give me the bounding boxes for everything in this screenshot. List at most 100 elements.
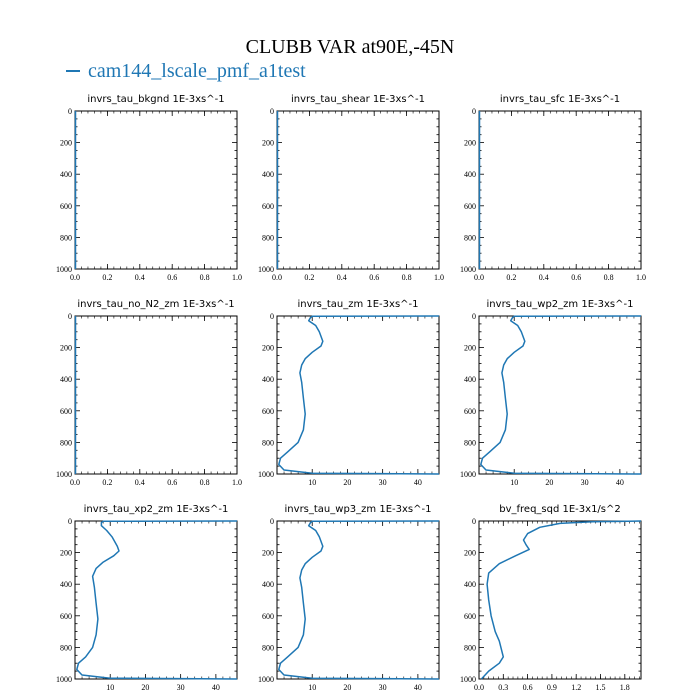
panel-9: bv_freq_sqd 1E-3x1/s^2020040060080010000… — [460, 504, 642, 692]
y-tick-label: 0 — [472, 517, 476, 526]
x-tick-label: 0.8 — [200, 273, 210, 282]
y-tick-label: 600 — [262, 407, 274, 416]
panel-2: invrs_tau_shear 1E-3xs^-1 0 200 400 600 800 10… — [258, 94, 444, 282]
y-tick-label: 0 — [472, 107, 476, 116]
x-tick-label: 0.0 — [474, 273, 484, 282]
y-tick-label: 400 — [60, 375, 72, 384]
series-line — [278, 315, 440, 475]
panel-8: invrs_tau_wp3_zm 1E-3xs^-1 0 200 400 600 800 1… — [258, 504, 440, 692]
y-tick-label: 600 — [464, 612, 476, 621]
y-tick-label: 0 — [472, 312, 476, 321]
y-tick-label: 400 — [262, 170, 274, 179]
y-tick-label: 800 — [60, 438, 72, 447]
y-tick-label: 1000 — [56, 470, 72, 479]
panel-1: invrs_tau_bkgnd 1E-3xs^-1 0 200 400 600 800 10… — [56, 94, 242, 282]
y-tick-label: 800 — [262, 643, 274, 652]
x-tick-label: 30 — [177, 683, 185, 692]
plot-frame — [276, 110, 440, 270]
y-tick-label: 0 — [68, 312, 72, 321]
y-tick-label: 200 — [60, 549, 72, 558]
x-tick-label: 30 — [581, 478, 589, 487]
x-tick-label: 20 — [545, 478, 553, 487]
panel-title: invrs_tau_xp2_zm 1E-3xs^-1 — [84, 504, 229, 515]
y-tick-label: 600 — [464, 407, 476, 416]
x-tick-label: 20 — [141, 683, 149, 692]
panel-title: invrs_tau_zm 1E-3xs^-1 — [297, 299, 418, 310]
x-tick-label: 0.4 — [135, 273, 145, 282]
panel-4: invrs_tau_no_N2_zm 1E-3xs^-1 0 200 400 600 80… — [56, 299, 242, 487]
y-tick-label: 200 — [60, 139, 72, 148]
x-tick-label: 0.6 — [369, 273, 379, 282]
x-tick-label: 30 — [379, 683, 387, 692]
x-tick-label: 10 — [308, 478, 316, 487]
y-tick-label: 600 — [60, 202, 72, 211]
series-line — [480, 520, 642, 680]
y-tick-label: 1000 — [258, 470, 274, 479]
x-tick-label: 0.3 — [498, 683, 508, 692]
x-tick-label: 40 — [212, 683, 220, 692]
y-tick-label: 200 — [262, 139, 274, 148]
x-tick-label: 30 — [379, 478, 387, 487]
plot-frame — [74, 520, 238, 680]
panel-title: invrs_tau_wp2_zm 1E-3xs^-1 — [487, 299, 634, 310]
x-tick-label: 0.0 — [272, 273, 282, 282]
x-tick-label: 0.2 — [304, 273, 314, 282]
y-tick-label: 200 — [464, 344, 476, 353]
x-tick-label: 0.2 — [102, 478, 112, 487]
x-tick-label: 0.8 — [402, 273, 412, 282]
legend-line-swatch — [66, 70, 80, 73]
y-tick-label: 800 — [464, 438, 476, 447]
y-tick-label: 0 — [270, 312, 274, 321]
y-tick-label: 800 — [60, 643, 72, 652]
panel-title: invrs_tau_no_N2_zm 1E-3xs^-1 — [77, 299, 234, 310]
plot-frame — [276, 520, 440, 680]
x-tick-label: 10 — [510, 478, 518, 487]
plot-frame — [478, 110, 642, 270]
y-tick-label: 200 — [262, 549, 274, 558]
x-tick-label: 1.2 — [571, 683, 581, 692]
y-tick-label: 400 — [60, 170, 72, 179]
x-tick-label: 1.8 — [620, 683, 630, 692]
x-tick-label: 40 — [414, 478, 422, 487]
plot-frame — [74, 110, 238, 270]
y-tick-label: 1000 — [56, 675, 72, 684]
y-tick-label: 200 — [464, 549, 476, 558]
y-tick-label: 1000 — [460, 265, 476, 274]
x-tick-label: 0.0 — [474, 683, 484, 692]
panel-title: invrs_tau_shear 1E-3xs^-1 — [291, 94, 425, 105]
x-tick-label: 10 — [308, 683, 316, 692]
series-line — [278, 520, 440, 680]
y-tick-label: 1000 — [258, 675, 274, 684]
y-tick-label: 400 — [464, 170, 476, 179]
panel-6: invrs_tau_wp2_zm 1E-3xs^-1 0 200 400 600 800 1… — [460, 299, 642, 487]
plot-frame — [276, 315, 440, 475]
y-tick-label: 400 — [262, 580, 274, 589]
y-tick-label: 200 — [60, 344, 72, 353]
x-tick-label: 20 — [343, 478, 351, 487]
x-tick-label: 0.4 — [337, 273, 347, 282]
y-tick-label: 600 — [464, 202, 476, 211]
y-tick-label: 800 — [60, 233, 72, 242]
panel-title: bv_freq_sqd 1E-3x1/s^2 — [499, 504, 621, 515]
x-tick-label: 1.5 — [596, 683, 606, 692]
y-tick-label: 800 — [262, 233, 274, 242]
y-tick-label: 400 — [464, 580, 476, 589]
series-line — [480, 315, 642, 475]
y-tick-label: 600 — [262, 612, 274, 621]
y-tick-label: 0 — [68, 517, 72, 526]
x-tick-label: 0.6 — [167, 273, 177, 282]
y-tick-label: 400 — [464, 375, 476, 384]
figure-title: CLUBB VAR at90E,-45N — [245, 36, 455, 58]
y-tick-label: 200 — [262, 344, 274, 353]
x-tick-label: 1.0 — [636, 273, 646, 282]
x-tick-label: 1.0 — [232, 273, 242, 282]
x-tick-label: 0.0 — [70, 273, 80, 282]
x-tick-label: 0.8 — [604, 273, 614, 282]
panel-5: invrs_tau_zm 1E-3xs^-1 0 200 400 600 800 1000 1… — [258, 299, 440, 487]
y-tick-label: 400 — [262, 375, 274, 384]
plot-frame — [478, 315, 642, 475]
x-tick-label: 1.0 — [232, 478, 242, 487]
y-tick-label: 800 — [464, 643, 476, 652]
x-tick-label: 0.8 — [200, 478, 210, 487]
y-tick-label: 1000 — [460, 675, 476, 684]
